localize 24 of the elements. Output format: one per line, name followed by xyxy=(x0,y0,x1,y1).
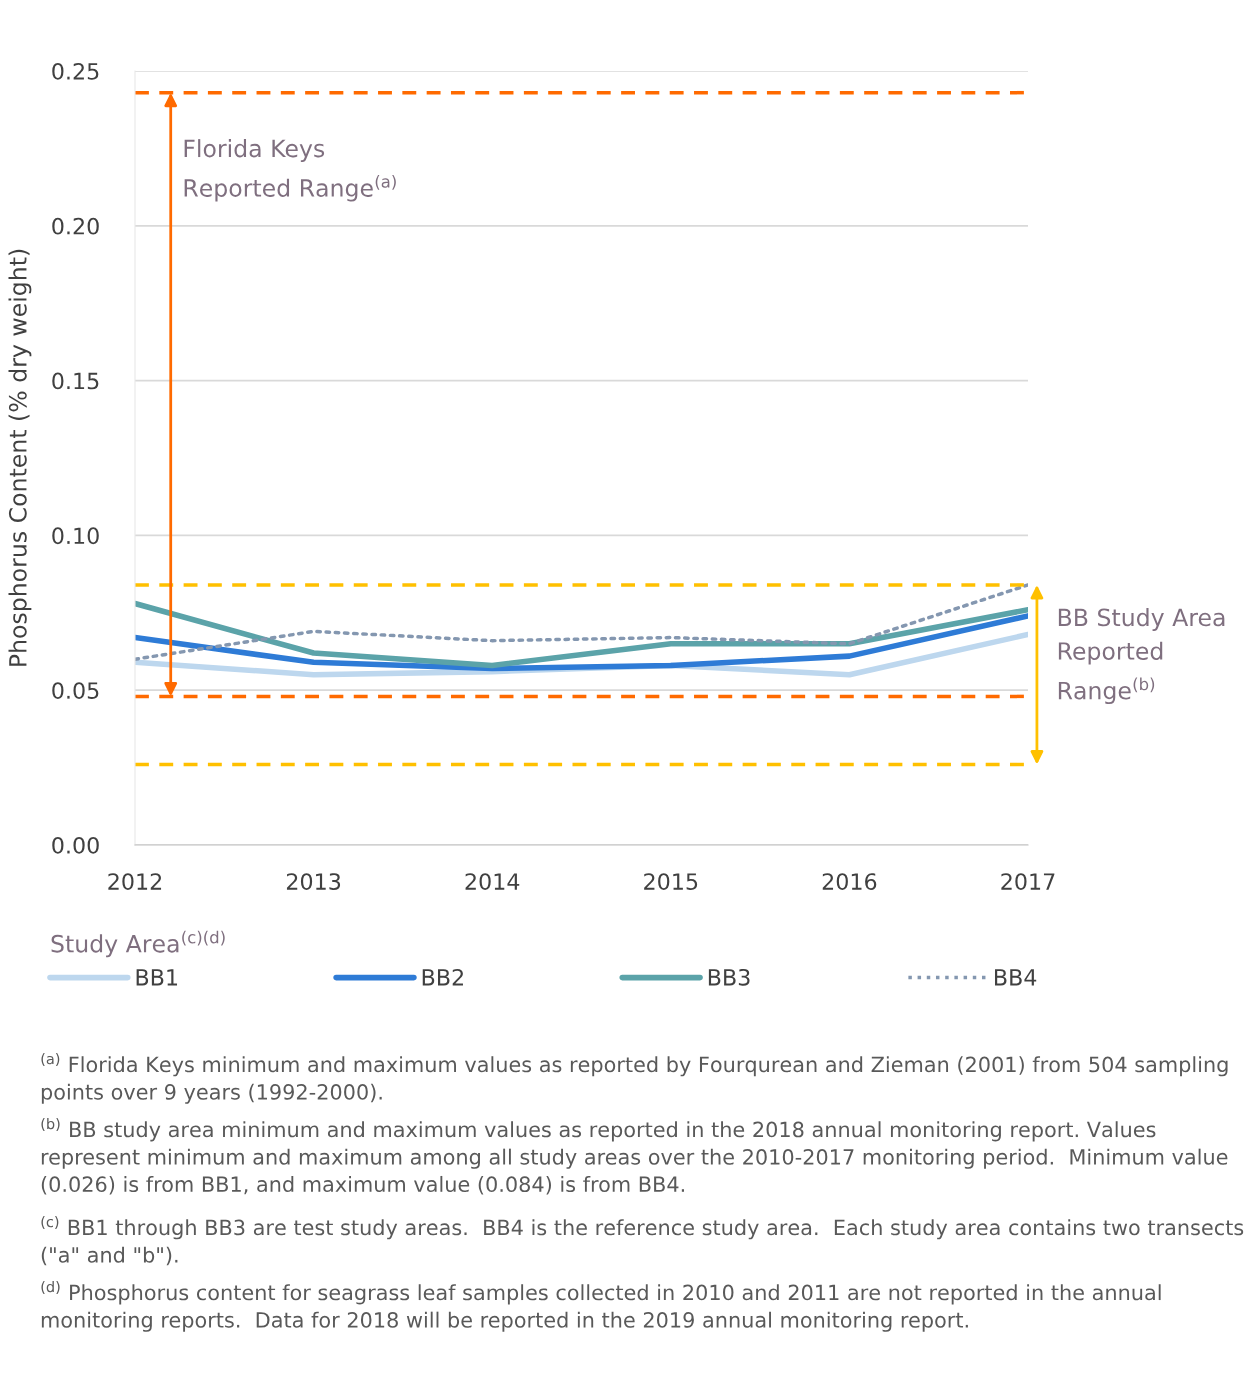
text: $^{(d)}$ Phosphorus content for seagrass leaf samples collected in 2010 and 2011 are not reported in the annual monitoring reports. Data for 2018 will be reported in the 2019 annual monitoring report. xyxy=(41,1281,1161,1332)
y-axis-title: Phosphorus Content (% dry weight) xyxy=(8,249,32,666)
x-tick-label: 2017 xyxy=(1001,873,1055,890)
x-tick-label: 2015 xyxy=(644,873,698,890)
legend-label: BB1 xyxy=(136,969,178,986)
x-tick-label: 2013 xyxy=(286,873,341,890)
ref-line-label: Florida Keys Reported Range$^{(a)}$ xyxy=(184,139,396,202)
legend-label: BB4 xyxy=(995,969,1037,986)
x-tick-label: 2014 xyxy=(465,873,520,890)
y-tick-label: 0.00 xyxy=(52,836,99,854)
text: $^{(b)}$ BB study area minimum and maximum values as reported in the 2018 annual monitoring report. Values represent minimum and maximum among all study areas over the 2010-2017 monitoring period. Minimum value (0.026) is from BB1, and maximum value (0.084) is from BB4. xyxy=(41,1118,1228,1195)
y-tick-label: 0.10 xyxy=(52,527,99,545)
legend-label: BB2 xyxy=(422,968,463,986)
text: $^{(a)}$ Florida Keys minimum and maximum values as reported by Fourqurean and Zieman (2001) from 504 sampling points over 9 years (1992-2000). xyxy=(41,1053,1228,1104)
ref-line-label: BB Study Area Reported Range$^{(b)}$ xyxy=(1058,608,1225,705)
y-tick-label: 0.25 xyxy=(52,62,99,80)
y-tick-label: 0.15 xyxy=(52,372,99,390)
legend-title: Study Area$^{(c)(d)}$ xyxy=(51,930,225,958)
y-tick-label: 0.20 xyxy=(52,217,99,235)
x-tick-label: 2012 xyxy=(108,873,162,890)
x-tick-label: 2016 xyxy=(822,873,877,890)
legend-label: BB3 xyxy=(708,968,750,986)
text: $^{(c)}$ BB1 through BB3 are test study areas. BB4 is the reference study area. Each study area contains two transects ("a" and "b"). xyxy=(41,1216,1244,1266)
y-tick-label: 0.05 xyxy=(52,682,99,699)
